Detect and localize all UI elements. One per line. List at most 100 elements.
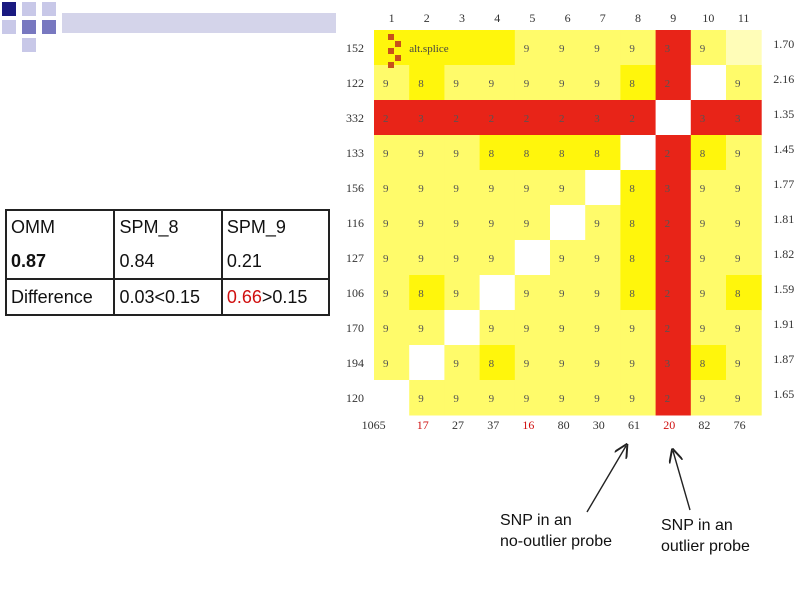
heatmap-cell	[620, 65, 657, 101]
bottom-label: 16	[522, 418, 534, 432]
heatmap-cell	[444, 100, 481, 136]
heatmap-cell	[655, 275, 692, 311]
heatmap-cell	[514, 380, 551, 416]
row-label-left: 156	[346, 181, 364, 195]
heatmap-cell	[409, 205, 445, 241]
heatmap-cell-value: 8	[418, 288, 424, 300]
checker-mark	[388, 34, 394, 40]
heatmap-cell	[726, 275, 762, 311]
heatmap-cell	[374, 380, 410, 416]
heatmap-cell-value: 9	[559, 43, 565, 55]
heatmap-cell	[514, 170, 551, 206]
heatmap-cell-value: 9	[700, 393, 706, 405]
heatmap-cell	[690, 135, 727, 171]
heatmap-cell	[550, 275, 586, 311]
heatmap-cell-value: 2	[665, 218, 671, 230]
heatmap-cell	[479, 135, 516, 171]
heatmap-cell-value: 9	[559, 183, 565, 195]
heatmap-cell	[479, 100, 516, 136]
heatmap-cell-value: 8	[559, 148, 565, 160]
row-label-left: 127	[346, 251, 364, 265]
deco-square	[2, 2, 16, 16]
heatmap-cell	[514, 240, 551, 276]
heatmap-cell-value: 9	[489, 218, 495, 230]
heatmap-cell-value: 8	[629, 288, 635, 300]
heatmap-cell	[444, 65, 481, 101]
column-label: 11	[738, 11, 750, 25]
callout-no-outlier-line2: no-outlier probe	[500, 533, 613, 550]
bottom-label: 20	[663, 418, 675, 432]
heatmap-cell	[620, 275, 657, 311]
column-label: 5	[529, 11, 535, 25]
heatmap-cell	[374, 310, 410, 346]
heatmap-cell	[620, 135, 657, 171]
callout-no-outlier: SNP in an no-outlier probe	[500, 510, 612, 552]
comparison-table: OMM SPM_8 SPM_9 0.87 0.84 0.21 Differenc…	[5, 209, 330, 316]
heatmap-cell	[409, 30, 445, 66]
heatmap-cell	[444, 30, 481, 66]
heatmap-cell	[620, 170, 657, 206]
header-spm8: SPM_8	[113, 211, 222, 245]
heatmap-cell	[444, 135, 481, 171]
heatmap-cell-value: 8	[418, 78, 424, 90]
heatmap-cell	[479, 345, 516, 381]
heatmap-cell-value: 9	[559, 323, 565, 335]
heatmap-cell	[550, 100, 586, 136]
heatmap-cell	[444, 380, 481, 416]
heatmap-cell	[374, 345, 410, 381]
heatmap-cell-value: 2	[665, 288, 671, 300]
heatmap-cell-value: 9	[524, 288, 530, 300]
heatmap-cell	[620, 240, 657, 276]
callout-outlier-line1: SNP in an	[661, 517, 733, 534]
deco-square	[22, 20, 36, 34]
heatmap-cell-value: 9	[594, 358, 600, 370]
heatmap-cell	[620, 30, 657, 66]
heatmap-cell-value: 3	[418, 113, 424, 125]
heatmap-cell	[690, 380, 727, 416]
heatmap-cell-value: 3	[665, 183, 671, 195]
heatmap-cell	[550, 380, 586, 416]
heatmap-cell-value: 9	[418, 323, 424, 335]
row-label-right: 1.70	[773, 37, 794, 51]
value-spm8: 0.84	[113, 244, 222, 280]
heatmap-cell-value: 9	[629, 43, 635, 55]
heatmap-cell	[550, 170, 586, 206]
heatmap-cell	[655, 240, 692, 276]
heatmap-cell-value: 2	[665, 253, 671, 265]
heatmap-cell-value: 9	[383, 148, 389, 160]
heatmap-cell	[514, 100, 551, 136]
heatmap-cell-value: 9	[700, 288, 706, 300]
heatmap-cell-value: 9	[524, 358, 530, 370]
heatmap-cell	[690, 275, 727, 311]
row-label-right: 1.59	[773, 282, 794, 296]
heatmap-cell-value: 9	[559, 288, 565, 300]
heatmap-cell-value: 9	[524, 78, 530, 90]
heatmap-cell-value: 9	[453, 253, 459, 265]
heatmap-cell	[550, 30, 586, 66]
heatmap-cell-value: 8	[524, 148, 530, 160]
bottom-label: 30	[593, 418, 605, 432]
callout-no-outlier-line1: SNP in an	[500, 512, 572, 529]
heatmap-cell-value: 9	[594, 393, 600, 405]
heatmap-cell	[550, 65, 586, 101]
heatmap-cell	[444, 205, 481, 241]
heatmap-cell	[479, 275, 516, 311]
heatmap-cell-value: 9	[453, 393, 459, 405]
row-label-right: 1.77	[773, 177, 794, 191]
column-label: 1	[389, 11, 395, 25]
diff-label: Difference	[7, 278, 115, 314]
callout-outlier: SNP in an outlier probe	[661, 515, 750, 557]
heatmap-cell-value: 2	[524, 113, 530, 125]
heatmap-cell	[726, 30, 762, 66]
heatmap-cell	[444, 275, 481, 311]
heatmap-cell-value: 9	[489, 393, 495, 405]
heatmap-cell	[726, 100, 762, 136]
heatmap-cell	[374, 170, 410, 206]
heatmap-cell-value: 9	[418, 148, 424, 160]
heatmap-cell	[374, 275, 410, 311]
heatmap-cell-value: 9	[418, 393, 424, 405]
heatmap-cell	[726, 310, 762, 346]
deco-bar	[62, 13, 336, 33]
heatmap-cell	[585, 65, 621, 101]
heatmap-cell	[655, 170, 692, 206]
